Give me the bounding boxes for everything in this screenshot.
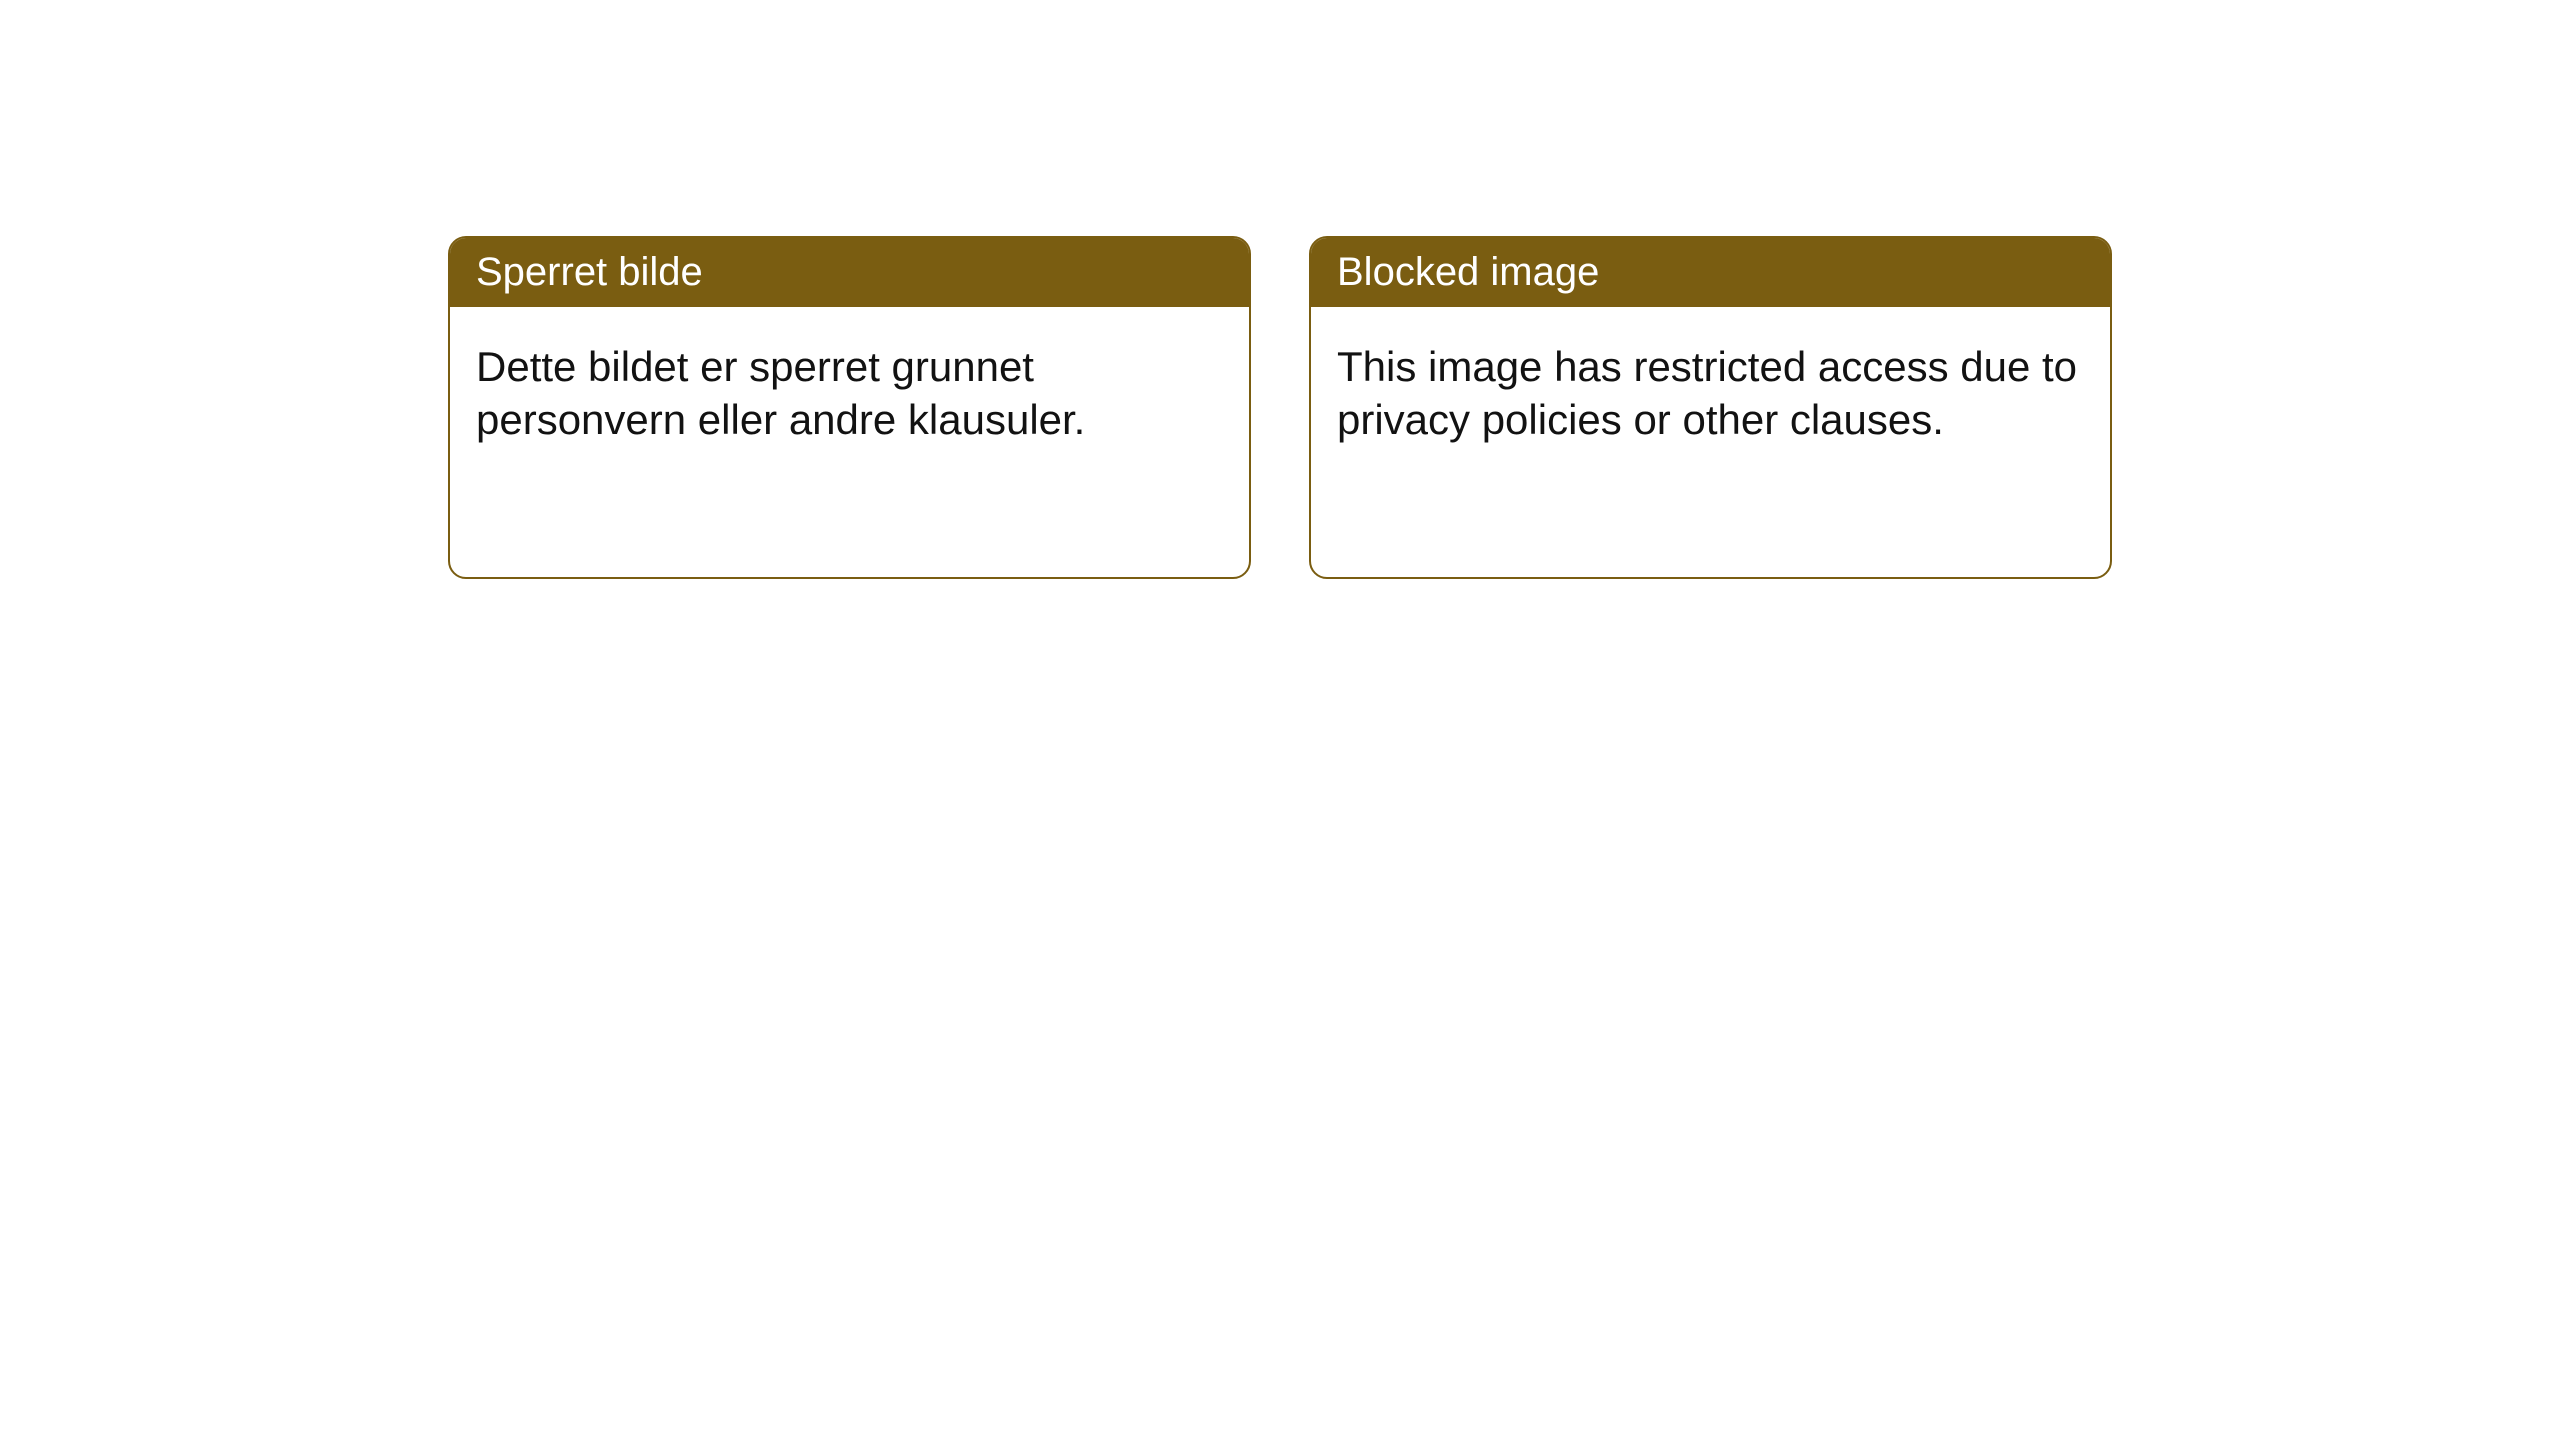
notice-card-en: Blocked image This image has restricted … xyxy=(1309,236,2112,579)
notice-card-no: Sperret bilde Dette bildet er sperret gr… xyxy=(448,236,1251,579)
notice-container: Sperret bilde Dette bildet er sperret gr… xyxy=(0,0,2560,579)
notice-title-en: Blocked image xyxy=(1311,238,2110,307)
notice-body-no: Dette bildet er sperret grunnet personve… xyxy=(450,307,1249,577)
notice-title-no: Sperret bilde xyxy=(450,238,1249,307)
notice-body-en: This image has restricted access due to … xyxy=(1311,307,2110,577)
